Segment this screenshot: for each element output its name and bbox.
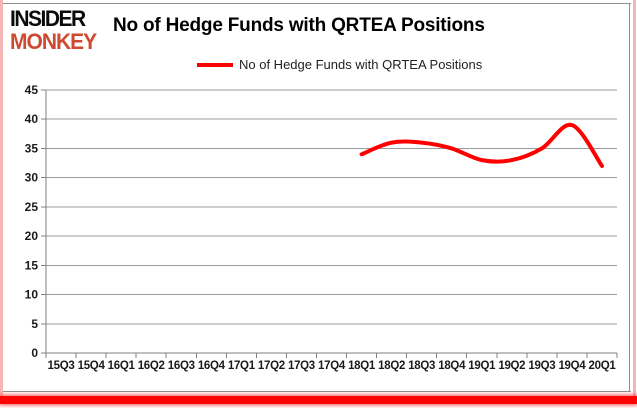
svg-text:18Q4: 18Q4: [438, 360, 466, 372]
legend-line-swatch: [197, 62, 233, 67]
bottom-red-underline: [0, 396, 637, 404]
svg-text:0: 0: [31, 346, 38, 360]
svg-text:25: 25: [25, 200, 39, 214]
legend: No of Hedge Funds with QRTEA Positions: [197, 57, 482, 72]
logo-monkey-text: MONKEY: [10, 29, 97, 55]
svg-text:20: 20: [25, 229, 39, 243]
svg-text:15: 15: [25, 258, 39, 272]
svg-text:35: 35: [25, 141, 39, 155]
svg-text:18Q2: 18Q2: [378, 360, 405, 372]
svg-text:19Q1: 19Q1: [468, 360, 496, 372]
svg-text:17Q1: 17Q1: [228, 360, 256, 372]
svg-text:18Q1: 18Q1: [348, 360, 376, 372]
svg-text:19Q3: 19Q3: [528, 360, 555, 372]
svg-text:5: 5: [31, 317, 38, 331]
svg-text:19Q4: 19Q4: [558, 360, 586, 372]
insider-monkey-logo: INSIDER MONKEY: [10, 6, 97, 55]
chart-border-bottom: [2, 391, 631, 392]
right-pink-edge: [633, 0, 636, 396]
chart-border-top: [2, 3, 631, 4]
svg-text:16Q1: 16Q1: [108, 360, 136, 372]
svg-text:15Q4: 15Q4: [78, 360, 106, 372]
svg-text:40: 40: [25, 112, 39, 126]
svg-text:16Q4: 16Q4: [198, 360, 226, 372]
svg-text:45: 45: [25, 83, 39, 97]
svg-text:16Q2: 16Q2: [138, 360, 165, 372]
svg-text:16Q3: 16Q3: [168, 360, 195, 372]
svg-text:17Q2: 17Q2: [258, 360, 285, 372]
svg-text:10: 10: [25, 288, 39, 302]
svg-text:30: 30: [25, 171, 39, 185]
chart-title: No of Hedge Funds with QRTEA Positions: [113, 15, 485, 36]
svg-text:18Q3: 18Q3: [408, 360, 435, 372]
svg-text:17Q4: 17Q4: [318, 360, 346, 372]
svg-text:19Q2: 19Q2: [498, 360, 525, 372]
svg-text:15Q3: 15Q3: [48, 360, 75, 372]
legend-label: No of Hedge Funds with QRTEA Positions: [239, 57, 483, 72]
svg-text:20Q1: 20Q1: [589, 360, 617, 372]
logo-insider-text: INSIDER: [10, 6, 86, 32]
chart-border-right: [629, 3, 630, 392]
svg-text:17Q3: 17Q3: [288, 360, 315, 372]
left-pink-edge: [0, 0, 3, 396]
